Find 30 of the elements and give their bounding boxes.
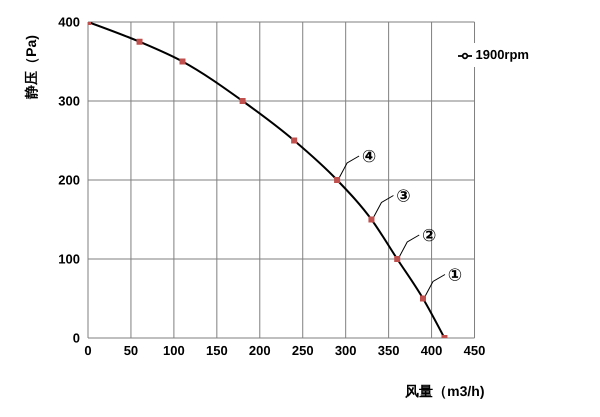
y-tick-label: 400 [58, 14, 80, 30]
y-tick-label: 300 [58, 94, 80, 109]
x-tick-label: 0 [84, 343, 92, 358]
legend-label: 1900rpm [476, 47, 529, 62]
x-tick-label: 50 [124, 343, 138, 358]
x-tick-label: 250 [292, 343, 314, 358]
x-axis-title: 风量（m3/h) [404, 383, 485, 399]
annotation: ② [422, 226, 436, 245]
x-tick-label: 350 [378, 343, 400, 358]
point [368, 216, 374, 222]
y-tick-label: 0 [72, 330, 80, 346]
point [179, 58, 186, 64]
x-tick-label: 300 [334, 343, 357, 358]
x-tick-label: 400 [420, 343, 442, 358]
point [240, 98, 246, 104]
x-tick-label: 200 [248, 343, 271, 358]
x-tick-label: 450 [464, 343, 486, 358]
y-tick-label: 100 [58, 252, 80, 267]
y-tick-label: 200 [58, 172, 80, 188]
annotation: ④ [362, 147, 376, 166]
x-tick-label: 100 [163, 343, 185, 358]
annotation: ① [448, 266, 462, 284]
y-axis-title: 静压（Pa) [23, 35, 39, 100]
point [420, 296, 426, 302]
point [334, 177, 340, 183]
x-tick-label: 150 [206, 343, 228, 358]
point [291, 138, 298, 144]
annotation: ③ [396, 186, 411, 206]
point [394, 256, 400, 262]
point [136, 38, 143, 45]
